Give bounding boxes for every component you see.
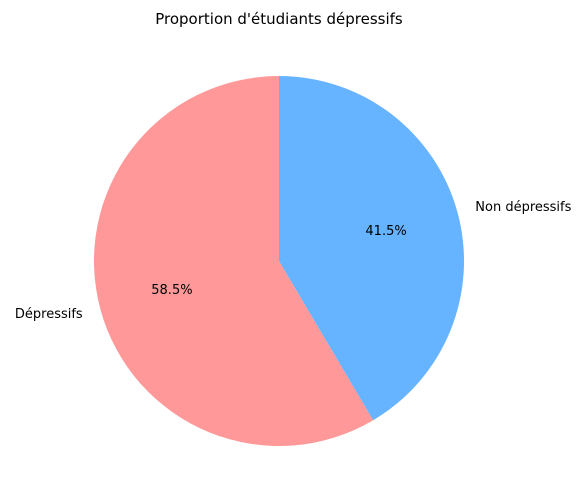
pie-percent-label-non-depressifs: 41.5%: [365, 224, 406, 239]
pie-category-label-non-depressifs: Non dépressifs: [475, 200, 571, 215]
pie-percent-label-depressifs: 58.5%: [151, 283, 192, 298]
pie-slices: [93, 76, 464, 446]
pie-category-label-depressifs: Dépressifs: [15, 307, 83, 322]
pie-slice-depressifs: [93, 76, 374, 446]
pie-labels: 58.5% Dépressifs 41.5% Non dépressifs: [15, 200, 572, 322]
pie-slice-non-depressifs: [279, 76, 464, 421]
chart-title: Proportion d'étudiants dépressifs: [155, 10, 403, 28]
